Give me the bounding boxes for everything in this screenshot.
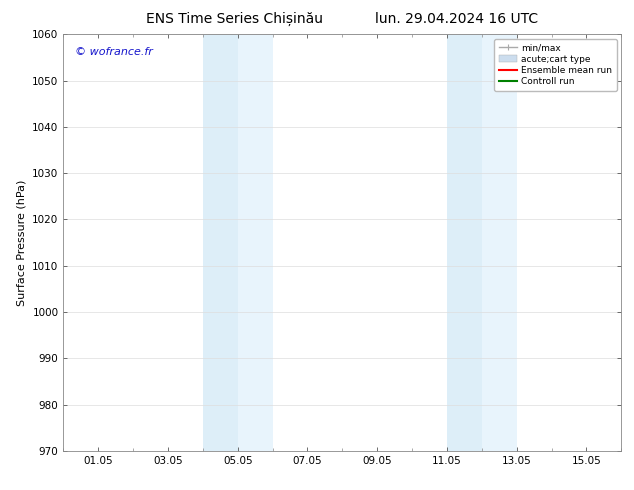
Bar [482, 34, 517, 451]
Legend: min/max, acute;cart type, Ensemble mean run, Controll run: min/max, acute;cart type, Ensemble mean … [495, 39, 617, 91]
Bar [238, 34, 273, 451]
Text: ENS Time Series Chișinău: ENS Time Series Chișinău [146, 12, 323, 26]
Bar [203, 34, 238, 451]
Bar [447, 34, 482, 451]
Y-axis label: Surface Pressure (hPa): Surface Pressure (hPa) [16, 179, 27, 306]
Text: lun. 29.04.2024 16 UTC: lun. 29.04.2024 16 UTC [375, 12, 538, 26]
Text: © wofrance.fr: © wofrance.fr [75, 47, 152, 57]
